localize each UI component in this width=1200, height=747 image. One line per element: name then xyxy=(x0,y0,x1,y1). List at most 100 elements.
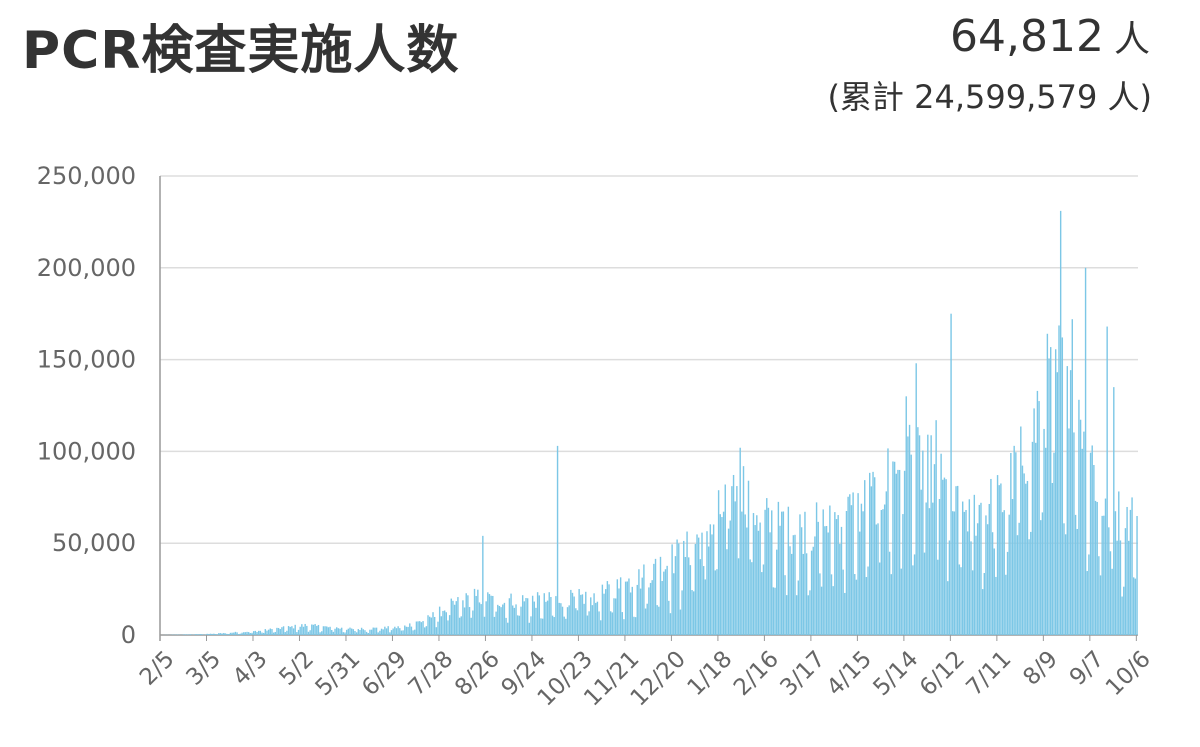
bar xyxy=(578,589,580,635)
bar xyxy=(369,629,371,635)
bar xyxy=(616,579,619,635)
bar xyxy=(595,602,597,635)
bar xyxy=(800,527,803,635)
bar xyxy=(332,631,335,635)
bar xyxy=(746,527,748,635)
bar xyxy=(970,541,972,635)
bar xyxy=(438,606,441,635)
bar xyxy=(619,577,622,635)
bar xyxy=(626,581,628,635)
bar xyxy=(772,587,775,635)
bar xyxy=(389,632,391,635)
bar xyxy=(510,593,512,635)
bar xyxy=(712,524,715,635)
bar xyxy=(357,629,359,635)
bar xyxy=(785,595,788,635)
bar xyxy=(1053,452,1055,635)
bar xyxy=(1026,480,1029,635)
bar xyxy=(342,632,345,635)
bar xyxy=(727,528,730,635)
bar xyxy=(613,598,615,635)
bar xyxy=(475,595,477,635)
bar xyxy=(525,597,527,635)
bar xyxy=(784,575,786,635)
bar xyxy=(336,627,338,635)
bar xyxy=(350,628,353,635)
bar xyxy=(267,629,270,635)
bar xyxy=(922,450,924,635)
bar xyxy=(502,604,504,635)
bar xyxy=(664,569,667,635)
bar xyxy=(1003,510,1005,635)
bar xyxy=(634,617,637,635)
today-count: 64,812 人 xyxy=(950,10,1150,62)
bar xyxy=(231,632,233,635)
bar xyxy=(623,619,625,635)
bar xyxy=(983,573,985,635)
bar xyxy=(932,502,934,635)
bar xyxy=(752,513,755,635)
bar xyxy=(930,435,932,635)
bar xyxy=(767,507,770,635)
bar xyxy=(425,626,428,635)
bar xyxy=(556,445,559,635)
bar xyxy=(986,524,989,635)
bar xyxy=(272,632,275,635)
bar xyxy=(1119,540,1122,635)
bar xyxy=(482,535,484,635)
bar xyxy=(432,612,434,635)
bar xyxy=(314,624,316,635)
bar xyxy=(239,633,242,635)
bar xyxy=(1126,506,1128,635)
bar xyxy=(761,572,763,635)
bar xyxy=(516,615,519,635)
bar xyxy=(666,565,668,635)
bar xyxy=(1041,512,1044,635)
bar xyxy=(968,499,971,635)
bar xyxy=(226,633,228,635)
y-tick-label: 250,000 xyxy=(37,162,136,190)
bar xyxy=(606,581,609,635)
bar xyxy=(339,628,341,635)
bar xyxy=(452,600,454,635)
bar xyxy=(473,588,476,635)
bar xyxy=(465,593,467,635)
bar xyxy=(908,424,911,635)
bar xyxy=(958,564,961,635)
bar xyxy=(424,627,426,635)
bar xyxy=(261,632,263,635)
bar xyxy=(248,632,250,635)
bar xyxy=(732,474,735,635)
bar xyxy=(762,564,765,635)
bar xyxy=(598,611,600,635)
bar xyxy=(1043,428,1045,635)
bar xyxy=(1058,325,1060,635)
y-tick-label: 0 xyxy=(121,621,136,649)
bar xyxy=(990,478,992,635)
bar xyxy=(271,629,273,635)
bar xyxy=(663,571,665,635)
bar xyxy=(980,502,982,635)
bar xyxy=(688,557,690,635)
bar xyxy=(802,553,804,635)
bar xyxy=(1069,370,1072,635)
today-count-value: 64,812 xyxy=(950,11,1104,62)
bar xyxy=(915,363,917,635)
bar xyxy=(1079,419,1082,635)
bar xyxy=(360,627,363,635)
bar xyxy=(1030,531,1032,635)
bar xyxy=(869,472,871,635)
bar xyxy=(590,597,592,635)
bar xyxy=(1015,452,1017,635)
bar xyxy=(756,515,758,635)
bar xyxy=(790,553,793,635)
bar xyxy=(736,486,738,635)
bar xyxy=(973,494,976,635)
bar xyxy=(490,595,492,635)
bar xyxy=(600,620,602,635)
bar xyxy=(771,510,773,635)
bar xyxy=(729,520,731,635)
bar xyxy=(1113,387,1115,635)
bar xyxy=(872,471,874,635)
bar xyxy=(387,626,389,635)
